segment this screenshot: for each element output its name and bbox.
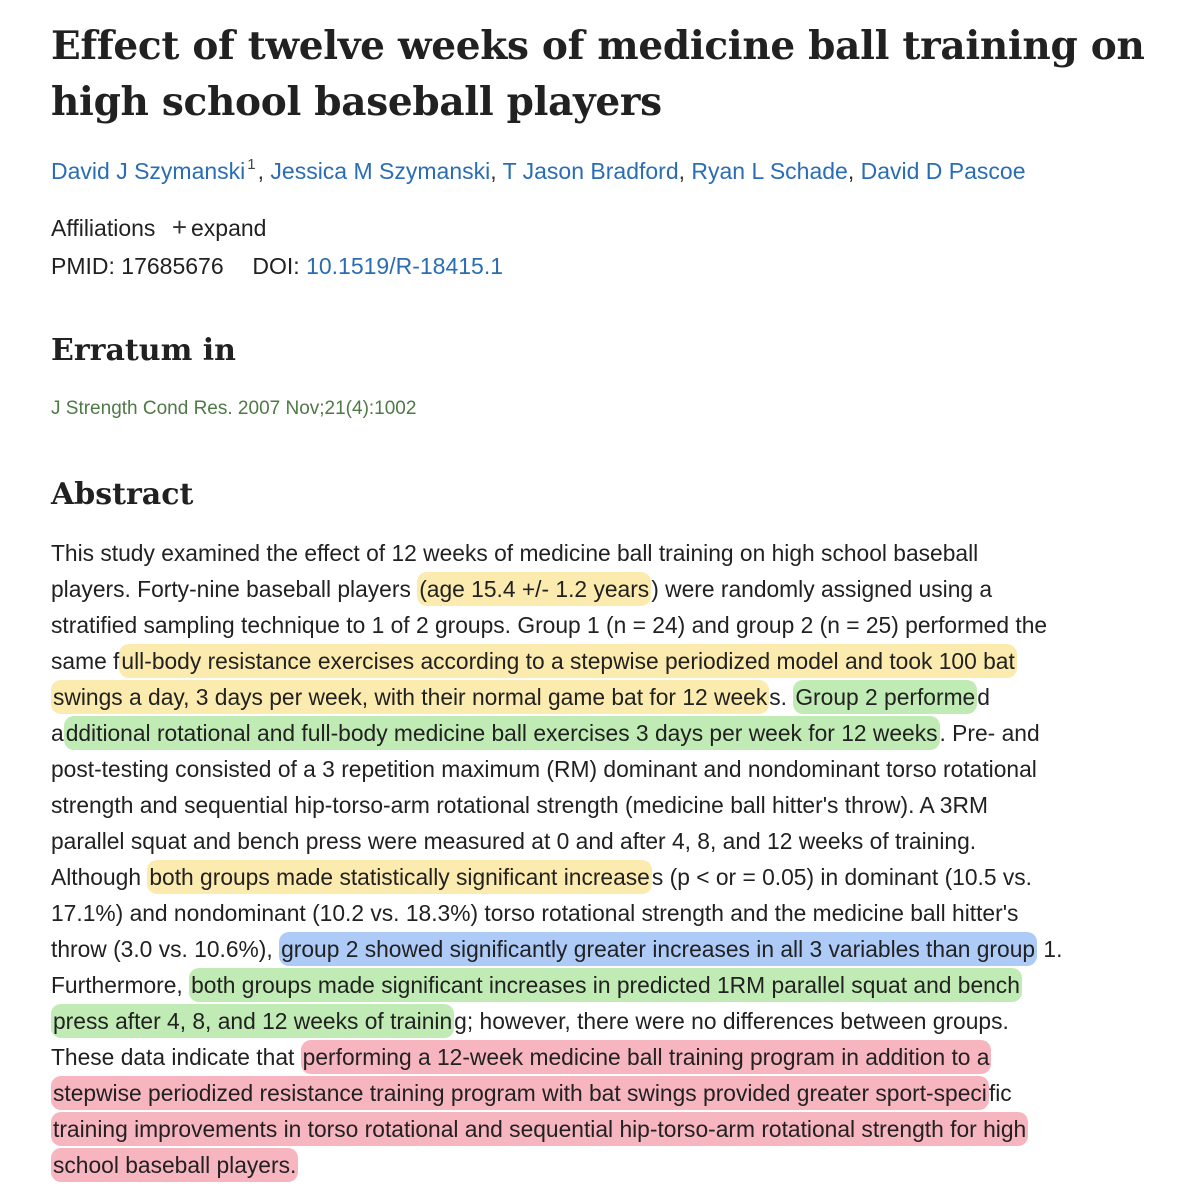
abstract-text: s (p < or = 0.05) in dominant (10.5 vs. (651, 864, 1033, 890)
abstract-line: training improvements in torso rotationa… (51, 1112, 1029, 1146)
abstract-line: Although both groups made statistically … (51, 860, 1033, 894)
highlighted-text: training improvements in torso rotationa… (51, 1112, 1029, 1146)
abstract-text: strength and sequential hip-torso-arm ro… (51, 792, 988, 818)
expand-label: expand (191, 215, 267, 241)
article-title-line-1: Effect of twelve weeks of medicine ball … (51, 23, 1145, 69)
abstract-line: same full-body resistance exercises acco… (51, 644, 1017, 678)
abstract-text: 17.1%) and nondominant (10.2 vs. 18.3%) … (51, 900, 1019, 926)
pmid-value: 17685676 (121, 253, 224, 279)
affiliations-label: Affiliations (51, 215, 156, 241)
abstract-line: strength and sequential hip-torso-arm ro… (51, 794, 988, 817)
abstract-text: s. (769, 684, 794, 710)
highlighted-text: stepwise periodized resistance training … (51, 1076, 989, 1110)
abstract-text: parallel squat and bench press were meas… (51, 828, 977, 854)
abstract-text: Furthermore, (51, 972, 190, 998)
abstract-text: same f (51, 648, 120, 674)
abstract-line: players. Forty-nine baseball players (ag… (51, 572, 993, 606)
abstract-text: fic (988, 1080, 1012, 1106)
identifiers-row: PMID: 17685676 DOI: 10.1519/R-18415.1 (51, 253, 503, 280)
author-link[interactable]: Jessica M Szymanski (270, 158, 491, 184)
affiliations-row: Affiliations + expand (51, 212, 266, 243)
abstract-line: throw (3.0 vs. 10.6%), group 2 showed si… (51, 932, 1063, 966)
article-title-line-2: high school baseball players (51, 79, 662, 125)
abstract-text: post-testing consisted of a 3 repetition… (51, 756, 1037, 782)
abstract-text: players. Forty-nine baseball players (51, 576, 418, 602)
abstract-line: This study examined the effect of 12 wee… (51, 542, 978, 565)
abstract-heading: Abstract (51, 477, 194, 512)
abstract-line: additional rotational and full-body medi… (51, 716, 1040, 750)
abstract-text: These data indicate that (51, 1044, 301, 1070)
abstract-text: Although (51, 864, 148, 890)
abstract-line: These data indicate that performing a 12… (51, 1040, 992, 1074)
abstract-line: stratified sampling technique to 1 of 2 … (51, 614, 1047, 637)
highlighted-text: press after 4, 8, and 12 weeks of traini… (51, 1004, 455, 1038)
doi-link[interactable]: 10.1519/R-18415.1 (306, 253, 504, 279)
highlighted-text: swings a day, 3 days per week, with thei… (51, 680, 770, 714)
affiliation-marker[interactable]: 1 (247, 156, 256, 173)
highlighted-text: ull-body resistance exercises according … (119, 644, 1017, 678)
abstract-line: 17.1%) and nondominant (10.2 vs. 18.3%) … (51, 902, 1018, 925)
plus-icon: + (171, 212, 187, 242)
abstract-text: d (977, 684, 990, 710)
pmid-label: PMID: (51, 253, 115, 279)
abstract-line: press after 4, 8, and 12 weeks of traini… (51, 1004, 1009, 1038)
abstract-line: swings a day, 3 days per week, with thei… (51, 680, 990, 714)
highlighted-text: school baseball players. (51, 1148, 299, 1182)
author-link[interactable]: David D Pascoe (860, 158, 1026, 184)
abstract-line: Furthermore, both groups made significan… (51, 968, 1022, 1002)
highlighted-text: dditional rotational and full-body medic… (63, 716, 940, 750)
highlighted-text: both groups made significant increases i… (189, 968, 1022, 1002)
highlighted-text: performing a 12-week medicine ball train… (300, 1040, 992, 1074)
highlighted-text: both groups made statistically significa… (147, 860, 652, 894)
highlighted-text: group 2 showed significantly greater inc… (279, 932, 1038, 966)
highlighted-text: Group 2 performe (793, 680, 978, 714)
author-link[interactable]: David J Szymanski (51, 158, 246, 184)
author-link[interactable]: T Jason Bradford (502, 158, 679, 184)
abstract-line: stepwise periodized resistance training … (51, 1076, 1012, 1110)
highlighted-text: (age 15.4 +/- 1.2 years (417, 572, 652, 606)
abstract-text: 1. (1037, 936, 1063, 962)
author-list: David J Szymanski 1, Jessica M Szymanski,… (51, 156, 1026, 184)
abstract-text: stratified sampling technique to 1 of 2 … (51, 612, 1048, 638)
author-link[interactable]: Ryan L Schade (691, 158, 848, 184)
abstract-line: school baseball players. (51, 1148, 299, 1182)
abstract-text: ) were randomly assigned using a (651, 576, 993, 602)
abstract-text: a (51, 720, 64, 746)
erratum-heading: Erratum in (51, 333, 236, 368)
abstract-text: . Pre- and (939, 720, 1040, 746)
expand-affiliations-button[interactable]: + expand (162, 212, 267, 242)
doi-label: DOI: (252, 253, 300, 279)
abstract-line: post-testing consisted of a 3 repetition… (51, 758, 1037, 781)
abstract-text: This study examined the effect of 12 wee… (51, 540, 979, 566)
abstract-text: g; however, there were no differences be… (454, 1008, 1009, 1034)
abstract-line: parallel squat and bench press were meas… (51, 830, 976, 853)
abstract-text: throw (3.0 vs. 10.6%), (51, 936, 280, 962)
erratum-citation-link[interactable]: J Strength Cond Res. 2007 Nov;21(4):1002 (51, 398, 417, 419)
